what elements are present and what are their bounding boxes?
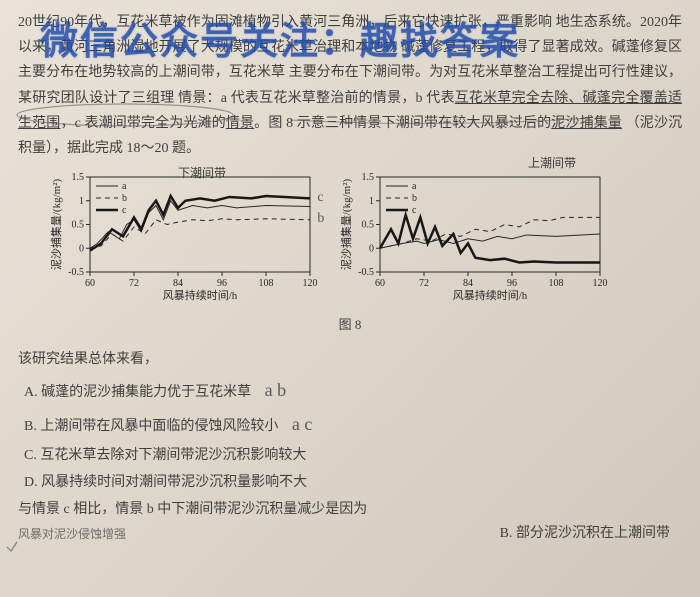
- option-d: D. 风暴持续时间对潮间带泥沙沉积量影响不大: [24, 470, 682, 495]
- svg-text:-0.5: -0.5: [358, 267, 374, 278]
- svg-text:72: 72: [419, 278, 429, 289]
- svg-text:72: 72: [129, 278, 139, 289]
- svg-text:c: c: [317, 190, 323, 205]
- options-block: A. 碱蓬的泥沙捕集能力优于互花米草 a b B. 上潮间带在风暴中面临的侵蚀风…: [24, 374, 682, 495]
- option-b-row: B. 上潮间带在风暴中面临的侵蚀风险较小 a c: [24, 408, 682, 440]
- chart-right: 60 72 84 96 108 120 -0.5 0 0.5 1 1.5 风暴持续时间/h 泥沙捕集量/…: [338, 167, 618, 302]
- svg-text:0: 0: [79, 243, 84, 254]
- svg-text:1.5: 1.5: [72, 172, 85, 183]
- svg-text:120: 120: [593, 278, 608, 289]
- svg-text:108: 108: [549, 278, 564, 289]
- svg-text:c: c: [412, 205, 417, 216]
- svg-text:泥沙捕集量/(kg/m²): 泥沙捕集量/(kg/m²): [339, 179, 353, 271]
- charts-row: 下潮间带 60728496108120-0.500.511.5风暴持续时间/h泥…: [48, 167, 682, 311]
- svg-text:60: 60: [85, 278, 95, 289]
- svg-text:84: 84: [173, 278, 183, 289]
- svg-text:风暴持续时间/h: 风暴持续时间/h: [453, 288, 528, 302]
- svg-text:120: 120: [303, 278, 318, 289]
- svg-text:84: 84: [463, 278, 473, 289]
- handwritten-ac: a c: [292, 414, 312, 434]
- passage-l6a: 表潮间带完全为光滩的: [84, 116, 225, 131]
- passage-l6d-ul: 泥沙捕集量: [551, 116, 622, 131]
- chart-right-title: 上潮间带: [528, 153, 576, 175]
- passage-l6-ul: 情景: [226, 116, 254, 131]
- svg-text:c: c: [122, 205, 127, 216]
- svg-text:b: b: [412, 193, 417, 204]
- option-c: C. 互花米草去除对下潮间带泥沙沉积影响较大: [24, 443, 682, 468]
- chart-left-title: 下潮间带: [178, 163, 226, 185]
- option-a-row: A. 碱蓬的泥沙捕集能力优于互花米草 a b: [24, 374, 682, 406]
- svg-text:108: 108: [259, 278, 274, 289]
- svg-text:96: 96: [507, 278, 517, 289]
- question-2-stem: 与情景 c 相比，情景 b 中下潮间带泥沙沉积量减少是因为: [18, 497, 682, 522]
- handwritten-ab: a b: [265, 380, 287, 400]
- chart-left: 60 72 84 96 108 120 -0.5 0 0.5 1 1.5 风暴持续时间/h 泥沙捕集量/…: [48, 167, 328, 302]
- passage-l1: 20世纪90年代，互花米草被作为固滩植物引入黄河三角洲，后来它快速扩张，严重影响: [18, 15, 552, 30]
- svg-text:96: 96: [217, 278, 227, 289]
- option-b: B. 上潮间带在风暴中面临的侵蚀风险较小: [24, 419, 278, 434]
- pencil-check-d: [5, 540, 19, 554]
- svg-text:b: b: [122, 193, 127, 204]
- svg-text:0: 0: [369, 243, 374, 254]
- svg-text:风暴持续时间/h: 风暴持续时间/h: [163, 288, 238, 302]
- question-2-cut: 风暴对泥沙侵蚀增强: [18, 524, 682, 546]
- svg-text:1: 1: [79, 196, 84, 207]
- chart-left-block: 下潮间带 60728496108120-0.500.511.5风暴持续时间/h泥…: [48, 167, 328, 311]
- svg-text:a: a: [122, 181, 127, 192]
- svg-text:a: a: [412, 181, 417, 192]
- svg-text:1.5: 1.5: [362, 172, 375, 183]
- passage-l5a: 情景：a 代表互花米草整治前的情景，b 代表: [178, 91, 455, 106]
- svg-text:1: 1: [369, 196, 374, 207]
- question-stem: 该研究结果总体来看，: [18, 347, 682, 372]
- svg-text:泥沙捕集量/(kg/m²): 泥沙捕集量/(kg/m²): [49, 179, 63, 271]
- option-a: A. 碱蓬的泥沙捕集能力优于互花米草: [24, 385, 251, 400]
- svg-text:-0.5: -0.5: [68, 267, 84, 278]
- chart-right-block: 上潮间带 60728496108120-0.500.511.5风暴持续时间/h泥…: [338, 167, 618, 311]
- passage-l5c: ，c: [60, 116, 80, 131]
- figure-caption: 图 8: [18, 313, 682, 336]
- svg-text:60: 60: [375, 278, 385, 289]
- passage-l6c: 。图 8 示意三种情景下潮间带在较大风暴过后的: [254, 116, 551, 131]
- svg-text:b: b: [317, 211, 324, 226]
- passage-text: 20世纪90年代，互花米草被作为固滩植物引入黄河三角洲，后来它快速扩张，严重影响…: [18, 10, 682, 161]
- exam-page: 微信公众号关注：趣找答案 20世纪90年代，互花米草被作为固滩植物引入黄河三角洲…: [0, 0, 700, 558]
- svg-text:0.5: 0.5: [362, 220, 375, 231]
- svg-text:0.5: 0.5: [72, 220, 85, 231]
